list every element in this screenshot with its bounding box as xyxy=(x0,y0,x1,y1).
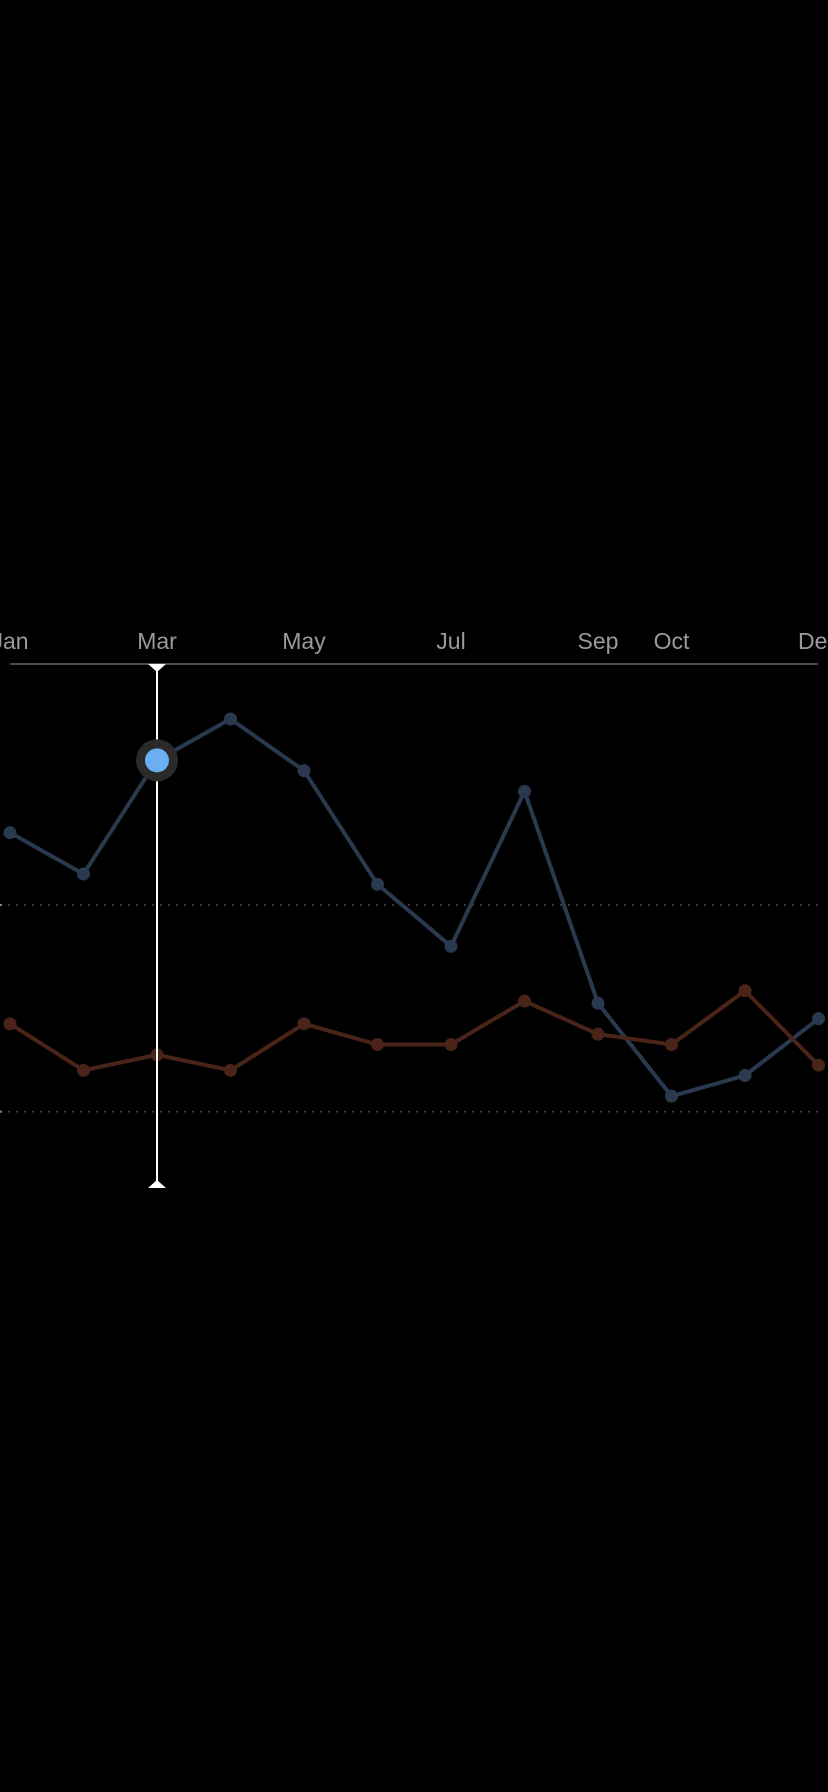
series-line-0 xyxy=(8,717,821,1099)
series-group xyxy=(3,712,825,1103)
cursor-bottom-handle[interactable] xyxy=(148,1180,166,1188)
series-line-1 xyxy=(8,988,821,1073)
data-point[interactable] xyxy=(812,1058,825,1072)
reference-lines xyxy=(0,904,818,1113)
data-point[interactable] xyxy=(297,764,311,778)
x-tick-label: Jul xyxy=(436,628,465,654)
x-axis-labels: Jan Mar May Jul Sep Oct Dec xyxy=(0,628,828,654)
data-point[interactable] xyxy=(297,1017,311,1031)
data-point[interactable] xyxy=(518,994,531,1008)
data-point[interactable] xyxy=(738,1069,752,1082)
data-point[interactable] xyxy=(518,784,531,798)
data-point[interactable] xyxy=(665,1089,678,1103)
x-tick-label: Sep xyxy=(578,628,619,654)
selection-cursor[interactable] xyxy=(136,664,178,1188)
data-point[interactable] xyxy=(371,877,384,891)
data-point[interactable] xyxy=(591,1027,605,1041)
data-point[interactable] xyxy=(224,712,237,726)
x-tick-label: Oct xyxy=(654,628,690,654)
data-point[interactable] xyxy=(77,867,90,881)
data-point[interactable] xyxy=(665,1038,678,1051)
cursor-top-handle[interactable] xyxy=(148,664,166,672)
x-tick-label: May xyxy=(282,628,326,654)
x-tick-label: Dec xyxy=(798,628,828,654)
data-point[interactable] xyxy=(224,1063,237,1077)
data-point[interactable] xyxy=(591,996,605,1010)
data-point[interactable] xyxy=(371,1038,384,1051)
data-point[interactable] xyxy=(812,1012,825,1026)
data-point[interactable] xyxy=(3,826,17,840)
selected-point[interactable] xyxy=(145,748,169,773)
data-point[interactable] xyxy=(444,1038,458,1051)
data-point[interactable] xyxy=(77,1063,90,1077)
x-tick-label: Mar xyxy=(137,628,177,654)
data-point[interactable] xyxy=(3,1017,17,1031)
data-point[interactable] xyxy=(444,939,458,953)
data-point[interactable] xyxy=(738,984,752,998)
x-tick-label: Jan xyxy=(0,628,29,654)
